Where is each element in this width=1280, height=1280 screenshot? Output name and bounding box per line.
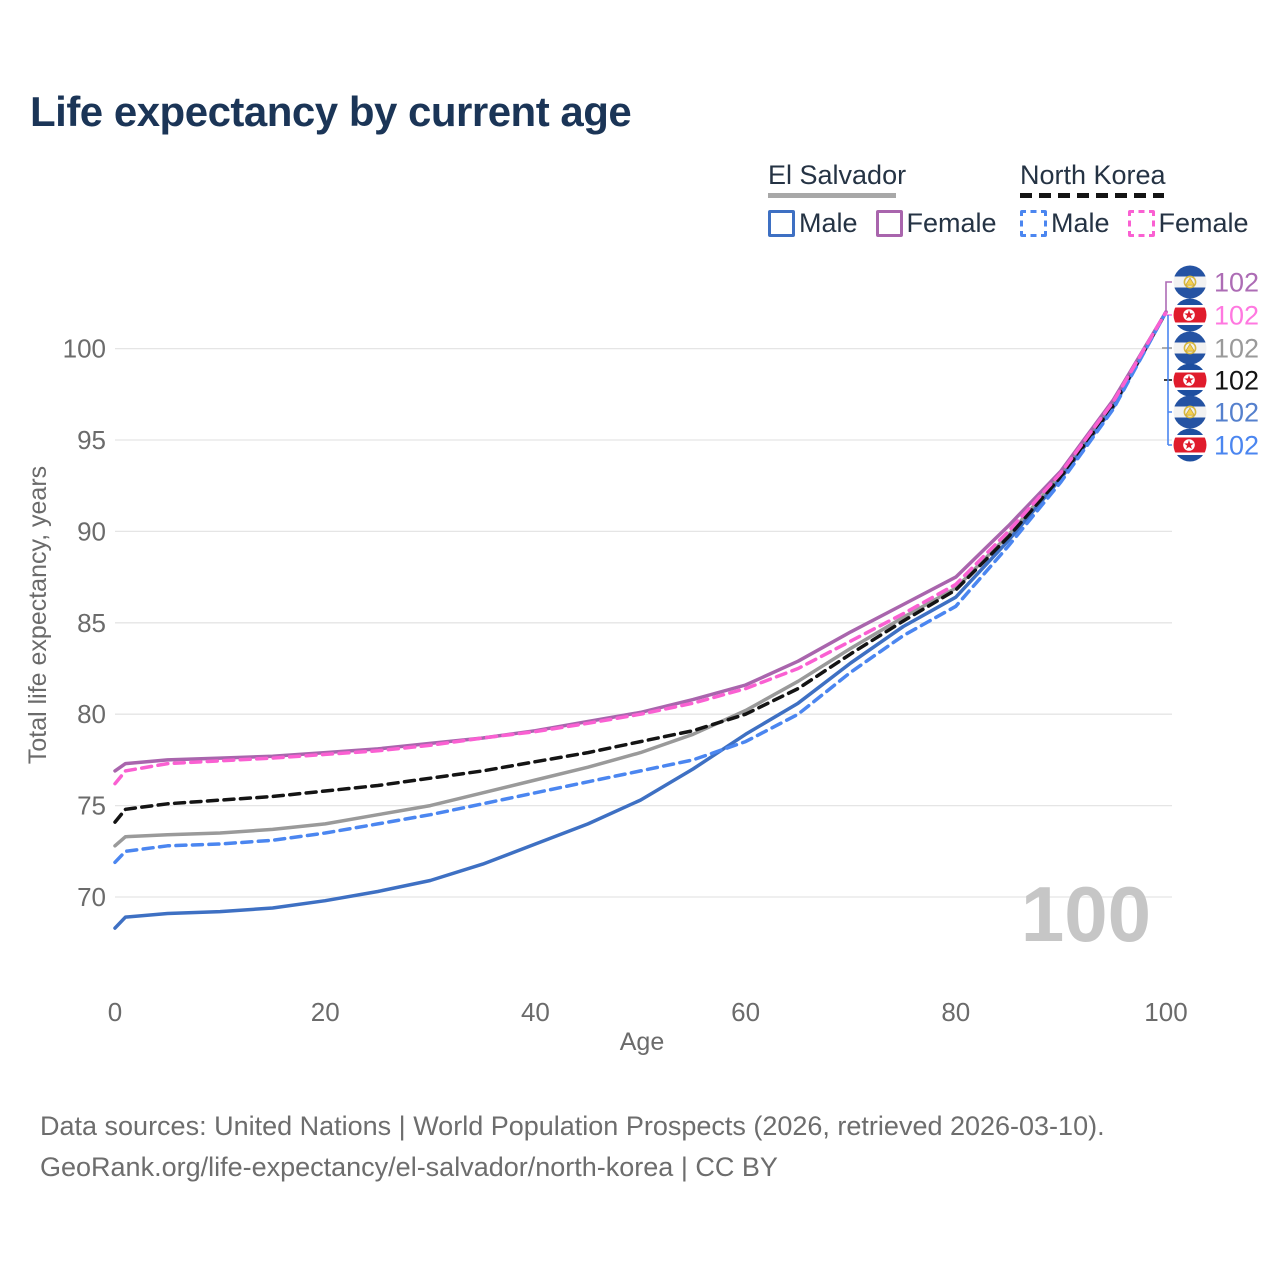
line-chart: 100 70 75 80 85 90 95 100 0 20 40 60 80 100 Total li… <box>24 265 1259 1056</box>
data-sources-line: Data sources: United Nations | World Pop… <box>40 1111 1105 1141</box>
svg-text:90: 90 <box>77 516 106 546</box>
el-salvador-flag-icon <box>1173 395 1207 429</box>
el-salvador-solid-line-swatch <box>768 193 896 198</box>
series-line-es-male <box>113 310 1168 930</box>
el-salvador-flag-icon <box>1173 331 1207 365</box>
series-line-nk-total <box>113 310 1168 824</box>
svg-text:70: 70 <box>77 882 106 912</box>
x-axis-title: Age <box>620 1028 664 1056</box>
end-value-label: 102 <box>1214 398 1259 428</box>
el-salvador-male-swatch-icon <box>768 210 795 237</box>
legend-item-label: Female <box>1158 208 1249 238</box>
svg-text:40: 40 <box>521 997 550 1027</box>
legend-group-title: El Salvador <box>768 160 907 190</box>
svg-text:100: 100 <box>63 334 106 364</box>
legend-item-label: Male <box>1051 208 1110 238</box>
footer: Data sources: United Nations | World Pop… <box>40 1106 1105 1188</box>
north-korea-male-swatch-icon <box>1020 210 1047 237</box>
series-line-nk-female <box>113 310 1168 786</box>
legend-item-el-salvador-female[interactable]: Female <box>875 208 997 239</box>
axis-tick-labels: 70 75 80 85 90 95 100 0 20 40 60 80 100 <box>63 334 1188 1027</box>
svg-text:60: 60 <box>731 997 760 1027</box>
legend-item-north-korea-female[interactable]: Female <box>1127 208 1249 239</box>
page-title: Life expectancy by current age <box>30 88 632 135</box>
series-line-nk-male <box>113 310 1168 865</box>
svg-text:100: 100 <box>1144 997 1187 1027</box>
series-line-es-female <box>113 310 1168 773</box>
y-axis-title: Total life expectancy, years <box>24 466 52 764</box>
legend-item-label: Male <box>799 208 858 238</box>
el-salvador-flag-icon <box>1173 265 1207 299</box>
legend-group-el-salvador: El Salvador Male Female <box>768 160 1015 239</box>
series-line-es-total <box>113 310 1168 848</box>
svg-text:20: 20 <box>311 997 340 1027</box>
end-value-label: 102 <box>1214 366 1259 396</box>
leader-lines <box>1162 281 1172 446</box>
legend-item-north-korea-male[interactable]: Male <box>1020 208 1110 239</box>
source-url-line: GeoRank.org/life-expectancy/el-salvador/… <box>40 1152 778 1182</box>
gridlines <box>115 347 1172 898</box>
end-value-label: 102 <box>1214 334 1259 364</box>
north-korea-female-swatch-icon <box>1127 210 1155 237</box>
end-value-label: 102 <box>1214 431 1259 461</box>
el-salvador-female-swatch-icon <box>875 210 903 237</box>
north-korea-flag-icon <box>1173 428 1207 462</box>
svg-text:80: 80 <box>941 997 970 1027</box>
legend-item-el-salvador-male[interactable]: Male <box>768 208 858 239</box>
legend-group-title: North Korea <box>1020 160 1166 190</box>
end-value-label: 102 <box>1214 268 1259 298</box>
end-value-label: 102 <box>1214 301 1259 331</box>
north-korea-flag-icon <box>1173 363 1207 397</box>
svg-text:95: 95 <box>77 425 106 455</box>
watermark-100: 100 <box>1021 870 1151 958</box>
svg-text:80: 80 <box>77 699 106 729</box>
svg-text:0: 0 <box>108 997 122 1027</box>
north-korea-flag-icon <box>1173 298 1207 332</box>
legend-item-label: Female <box>906 208 997 238</box>
legend-group-north-korea: North Korea Male Female <box>1020 160 1267 239</box>
svg-text:85: 85 <box>77 608 106 638</box>
north-korea-dashed-line-swatch <box>1020 193 1164 198</box>
series-lines <box>113 310 1168 930</box>
svg-text:75: 75 <box>77 791 106 821</box>
